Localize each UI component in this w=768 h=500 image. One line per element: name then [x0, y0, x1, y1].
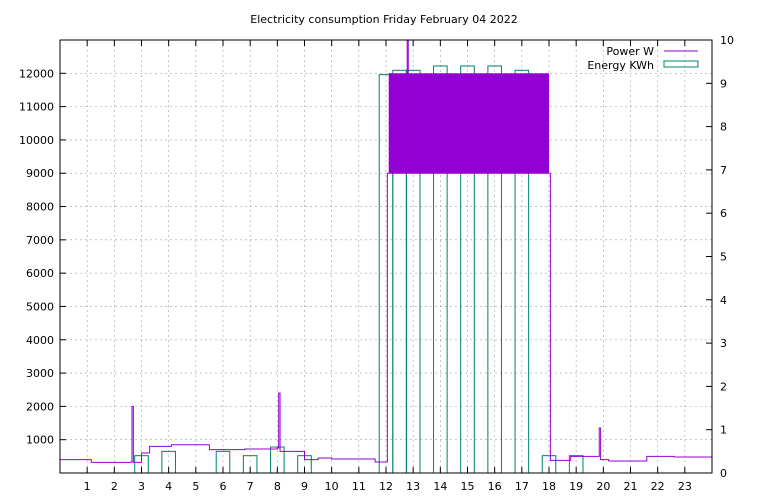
- x-tick-label: 14: [433, 480, 447, 493]
- x-tick-label: 18: [542, 480, 556, 493]
- y-tick-label: 1000: [26, 434, 54, 447]
- power-band: [388, 73, 549, 174]
- y2-tick-label: 7: [720, 164, 727, 177]
- power-series: [60, 39, 713, 463]
- y2-tick-label: 10: [720, 34, 734, 47]
- x-tick-label: 20: [596, 480, 610, 493]
- x-tick-label: 23: [678, 480, 692, 493]
- y2-axis-ticks: 0 1 2 3 4 5 6 7 8 9 10: [706, 34, 734, 480]
- x-axis-ticks: 1 2 3 4 5 6 7 8 9 10 11 12 13 14 15 16 17 18 19 20 21 22 23: [84, 40, 692, 493]
- x-tick-label: 8: [274, 480, 281, 493]
- x-tick-label: 3: [138, 480, 145, 493]
- y-tick-label: 12000: [19, 67, 54, 80]
- x-tick-label: 2: [111, 480, 118, 493]
- x-tick-label: 6: [220, 480, 227, 493]
- x-tick-label: 16: [488, 480, 502, 493]
- x-tick-label: 17: [515, 480, 529, 493]
- x-tick-label: 12: [379, 480, 393, 493]
- x-tick-label: 19: [569, 480, 583, 493]
- x-tick-label: 9: [301, 480, 308, 493]
- y2-tick-label: 9: [720, 77, 727, 90]
- y-tick-label: 9000: [26, 167, 54, 180]
- legend-swatch-energy: [663, 60, 699, 68]
- x-tick-label: 13: [406, 480, 420, 493]
- y2-tick-label: 0: [720, 467, 727, 480]
- y-tick-label: 7000: [26, 234, 54, 247]
- power-line: [60, 39, 713, 463]
- y-tick-label: 11000: [19, 101, 54, 114]
- legend-label-energy: Energy KWh: [587, 59, 654, 72]
- x-tick-label: 7: [247, 480, 254, 493]
- y2-tick-label: 5: [720, 251, 727, 264]
- x-tick-label: 1: [84, 480, 91, 493]
- y2-tick-label: 3: [720, 337, 727, 350]
- y-tick-label: 4000: [26, 334, 54, 347]
- x-tick-label: 21: [624, 480, 638, 493]
- y2-tick-label: 1: [720, 424, 727, 437]
- x-tick-label: 4: [165, 480, 172, 493]
- grid-lines: [60, 40, 712, 473]
- x-tick-label: 11: [352, 480, 366, 493]
- legend: Power W Energy KWh: [587, 45, 699, 72]
- y-tick-label: 3000: [26, 367, 54, 380]
- y-tick-label: 8000: [26, 201, 54, 214]
- plot-frame: [59, 39, 713, 474]
- y-tick-label: 10000: [19, 134, 54, 147]
- legend-label-power: Power W: [606, 45, 654, 58]
- y-tick-label: 2000: [26, 400, 54, 413]
- chart-title: Electricity consumption Friday February …: [250, 13, 517, 26]
- y2-tick-label: 8: [720, 121, 727, 134]
- x-tick-label: 15: [461, 480, 475, 493]
- x-tick-label: 22: [651, 480, 665, 493]
- y2-tick-label: 6: [720, 207, 727, 220]
- y-tick-label: 5000: [26, 300, 54, 313]
- x-tick-label: 10: [325, 480, 339, 493]
- y-tick-label: 6000: [26, 267, 54, 280]
- y2-tick-label: 4: [720, 294, 727, 307]
- y-axis-ticks: 1000 2000 3000 4000 5000 6000 7000 8000 9000 1000…: [19, 67, 66, 447]
- y2-tick-label: 2: [720, 380, 727, 393]
- x-tick-label: 5: [192, 480, 199, 493]
